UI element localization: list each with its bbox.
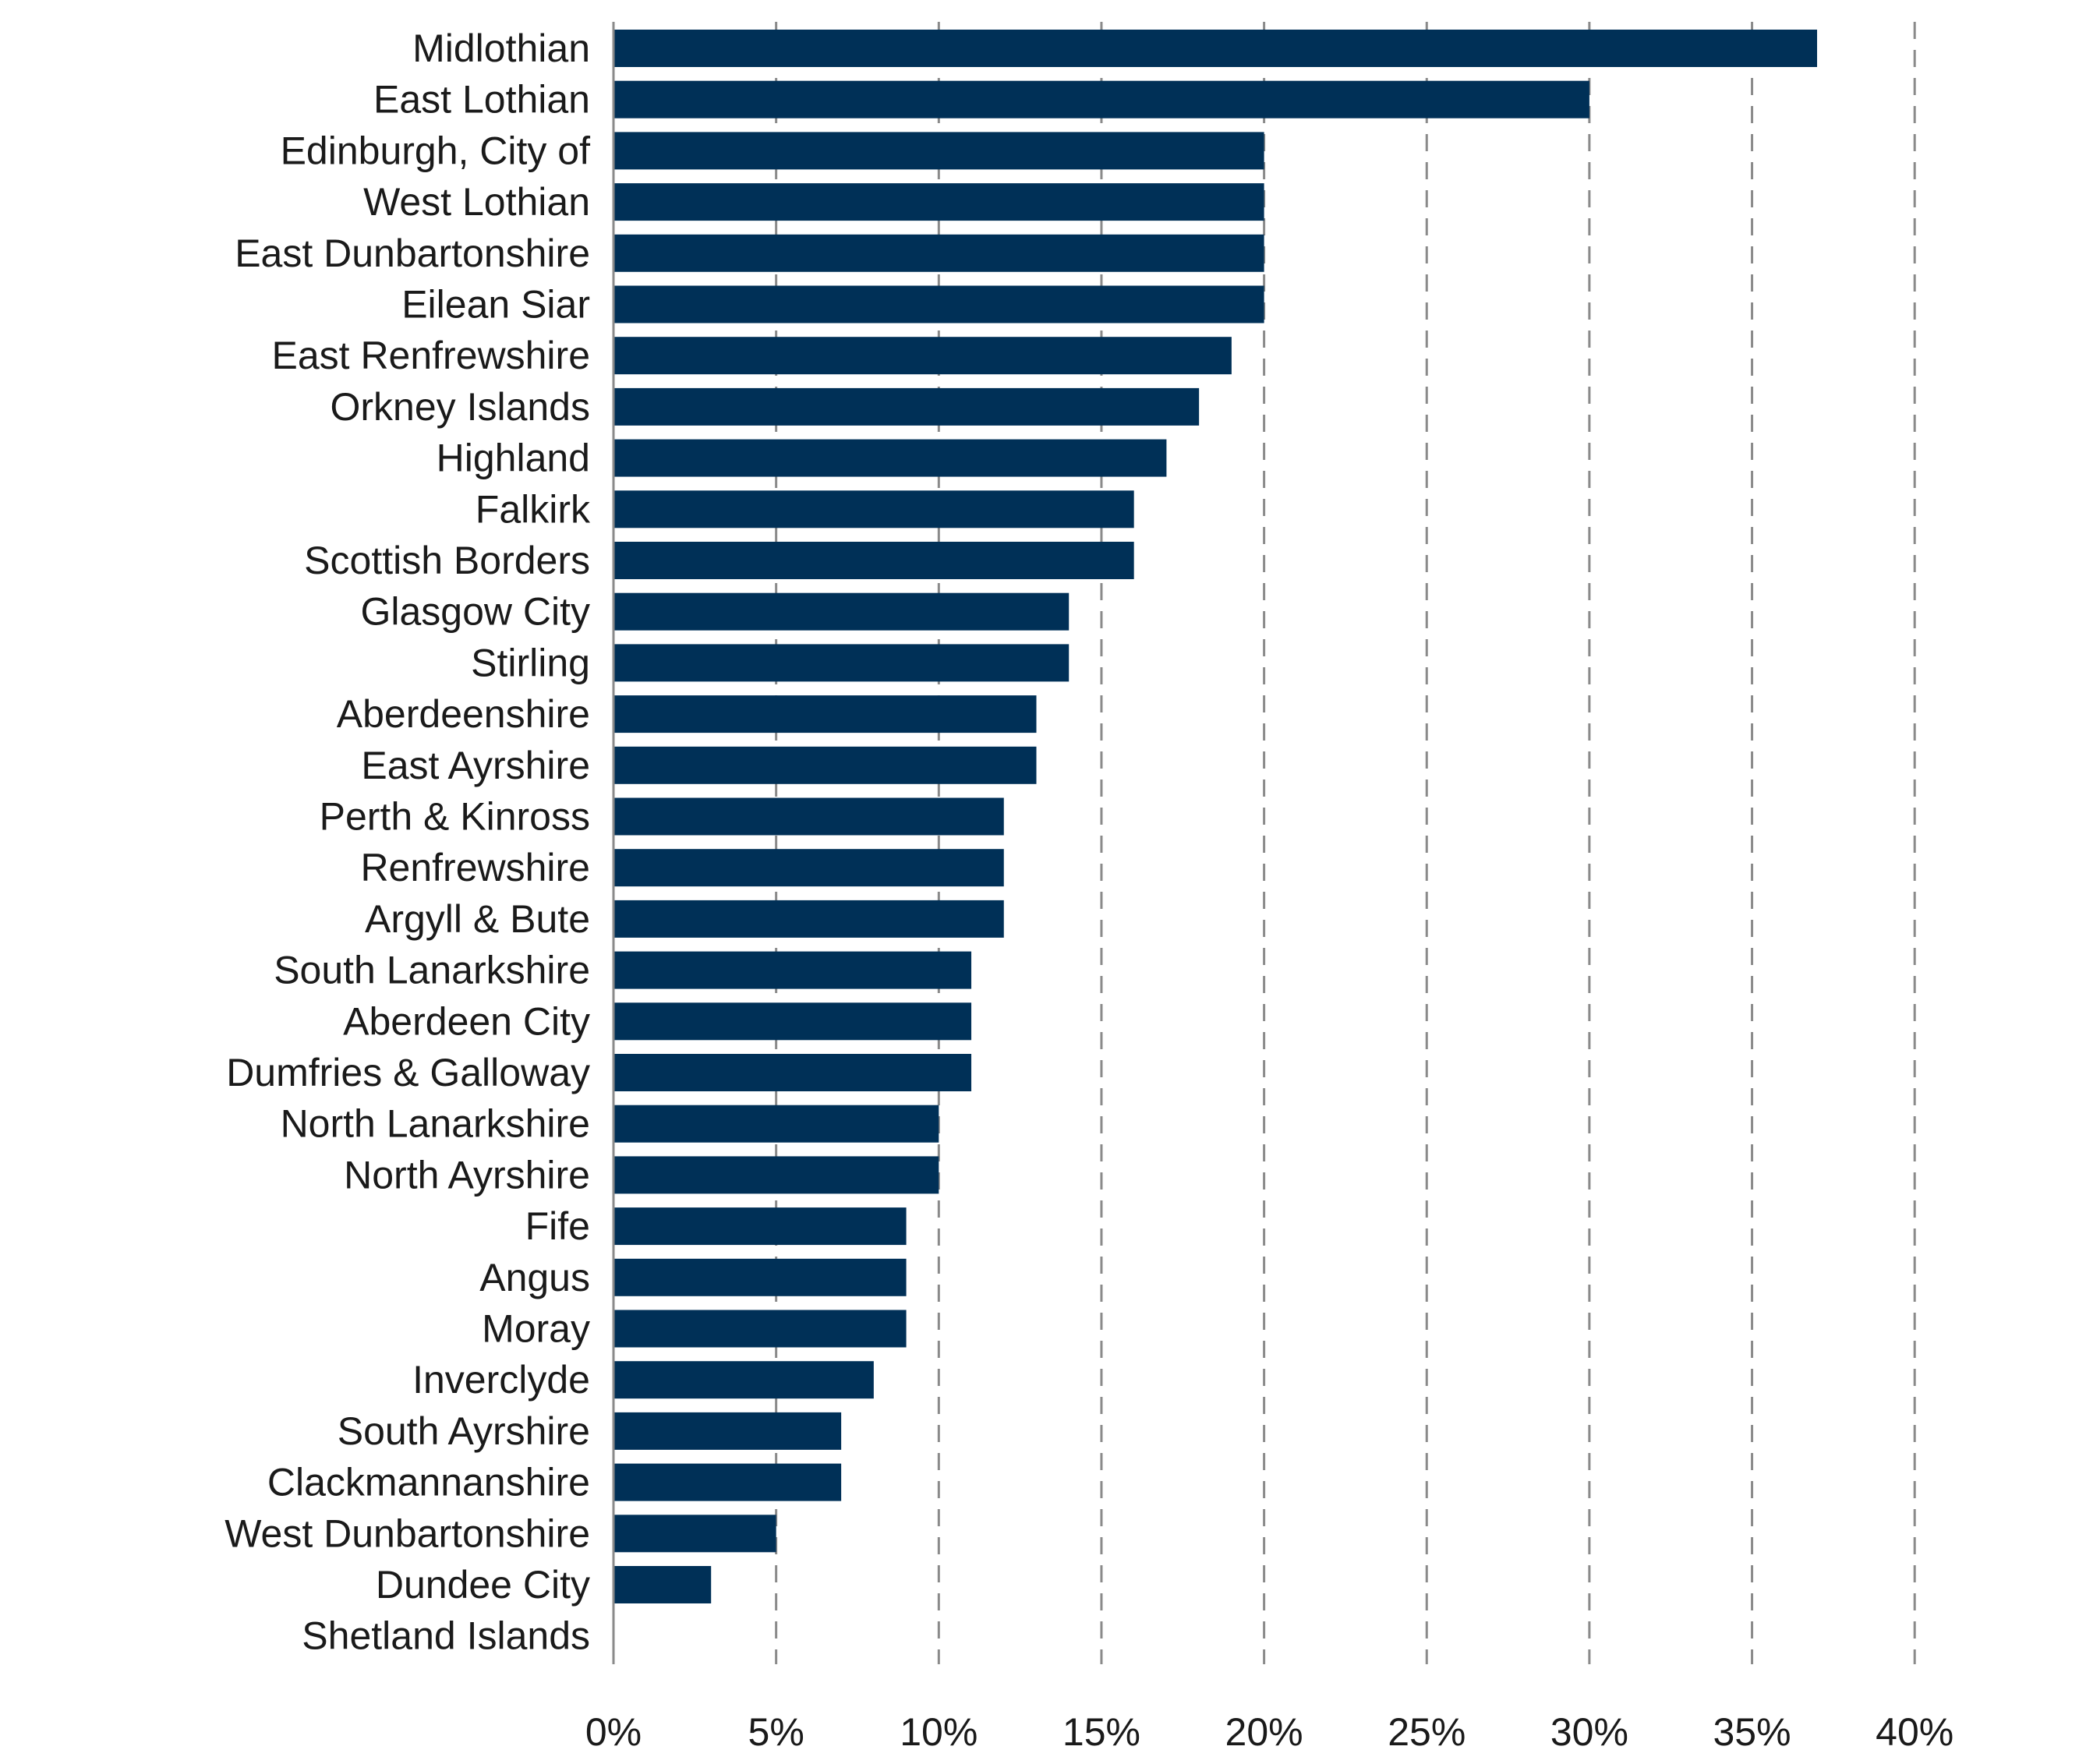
- x-tick-label: 10%: [900, 1710, 978, 1754]
- category-label: Orkney Islands: [331, 385, 590, 429]
- x-tick-label: 40%: [1876, 1710, 1953, 1754]
- category-label: South Ayrshire: [338, 1409, 590, 1453]
- bar-eilean-siar: [613, 285, 1264, 323]
- bar-argyll-bute: [613, 900, 1004, 938]
- category-label: Edinburgh, City of: [281, 129, 591, 172]
- category-label: East Dunbartonshire: [235, 232, 590, 275]
- bar-north-lanarkshire: [613, 1105, 939, 1143]
- bar-aberdeen-city: [613, 1002, 972, 1041]
- category-label: Dumfries & Galloway: [226, 1051, 590, 1094]
- x-tick-label: 0%: [585, 1710, 642, 1754]
- category-label: Scottish Borders: [304, 539, 590, 582]
- bar-angus: [613, 1258, 907, 1296]
- category-label: Shetland Islands: [302, 1614, 590, 1658]
- x-tick-label: 35%: [1713, 1710, 1791, 1754]
- x-tick-label: 20%: [1225, 1710, 1303, 1754]
- grid-lines: [775, 22, 1916, 1664]
- bar-east-lothian: [613, 80, 1589, 118]
- bar-midlothian: [613, 30, 1818, 67]
- bar-glasgow-city: [613, 592, 1070, 631]
- category-label: Fife: [525, 1204, 590, 1248]
- category-label: Renfrewshire: [360, 846, 590, 889]
- category-label: North Ayrshire: [344, 1153, 590, 1197]
- bar-falkirk: [613, 490, 1134, 528]
- bar-west-lothian: [613, 183, 1264, 221]
- bar-south-ayrshire: [613, 1412, 842, 1450]
- bar-stirling: [613, 644, 1070, 682]
- bar-aberdeenshire: [613, 695, 1037, 734]
- category-label: East Renfrewshire: [272, 334, 591, 377]
- bar-north-ayrshire: [613, 1156, 939, 1194]
- bar-moray: [613, 1310, 907, 1348]
- bar-east-renfrewshire: [613, 337, 1232, 375]
- category-label: Argyll & Bute: [365, 897, 590, 941]
- category-label: North Lanarkshire: [281, 1102, 590, 1146]
- category-label: Midlothian: [412, 27, 590, 70]
- category-label: East Ayrshire: [361, 744, 590, 787]
- category-label: South Lanarkshire: [274, 949, 590, 992]
- bar-dundee-city: [613, 1566, 712, 1603]
- category-label: Stirling: [471, 641, 590, 684]
- category-label: Moray: [482, 1307, 590, 1351]
- x-tick-label: 25%: [1388, 1710, 1466, 1754]
- category-label: East Lothian: [373, 78, 590, 122]
- bar-scottish-borders: [613, 542, 1134, 579]
- category-label: Highland: [437, 437, 590, 480]
- category-label: Perth & Kinross: [320, 795, 590, 839]
- category-label: Inverclyde: [412, 1358, 590, 1402]
- category-label: Angus: [479, 1256, 590, 1299]
- bar-west-dunbartonshire: [613, 1515, 776, 1553]
- x-tick-label: 5%: [748, 1710, 804, 1754]
- bar-renfrewshire: [613, 849, 1004, 887]
- bar-perth-kinross: [613, 797, 1004, 836]
- x-tick-label: 15%: [1062, 1710, 1140, 1754]
- bar-inverclyde: [613, 1361, 874, 1399]
- bar-clackmannanshire: [613, 1463, 842, 1501]
- category-label: West Lothian: [363, 180, 590, 224]
- category-label: Falkirk: [476, 487, 591, 531]
- category-label: Aberdeenshire: [337, 692, 590, 736]
- category-label: Eilean Siar: [401, 283, 590, 327]
- category-label: Aberdeen City: [343, 999, 590, 1043]
- bar-east-ayrshire: [613, 746, 1037, 784]
- bar-east-dunbartonshire: [613, 234, 1264, 272]
- x-tick-label: 30%: [1550, 1710, 1628, 1754]
- bars: [613, 30, 1818, 1603]
- bar-orkney-islands: [613, 387, 1200, 426]
- bar-dumfries-galloway: [613, 1054, 972, 1091]
- category-label: Glasgow City: [360, 590, 590, 634]
- category-label: West Dunbartonshire: [225, 1511, 590, 1555]
- bar-highland: [613, 439, 1167, 477]
- category-labels: Midlothian East Lothian Edinburgh, City of…: [225, 27, 591, 1658]
- category-label: Dundee City: [376, 1563, 590, 1607]
- x-tick-labels: 0% 5% 10% 15% 20% 25% 30% 35% 40%: [585, 1710, 1953, 1754]
- bar-south-lanarkshire: [613, 951, 972, 989]
- category-label: Clackmannanshire: [267, 1461, 590, 1504]
- bar-edinburgh-city-of: [613, 132, 1264, 170]
- bar-fife: [613, 1207, 907, 1246]
